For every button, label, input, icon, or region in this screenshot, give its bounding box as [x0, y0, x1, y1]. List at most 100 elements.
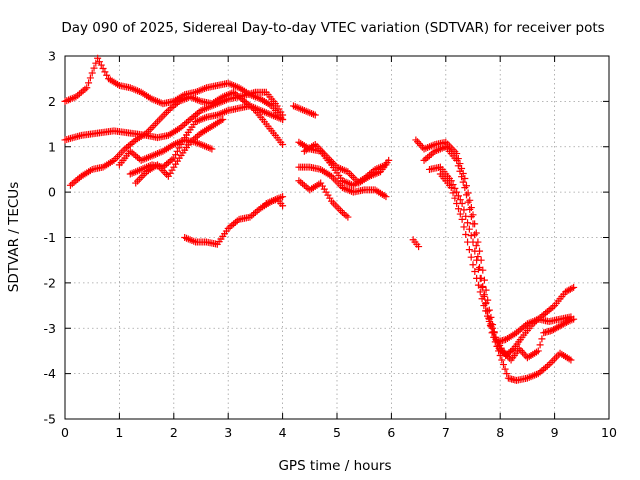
data-point — [538, 335, 546, 343]
data-point — [473, 274, 481, 282]
data-point — [458, 173, 466, 181]
data-point — [279, 202, 287, 210]
data-point — [382, 193, 390, 201]
x-tick-label: 0 — [61, 425, 69, 440]
series-track-c — [66, 88, 287, 189]
data-point — [459, 178, 467, 186]
chart-title: Day 090 of 2025, Sidereal Day-to-day VTE… — [61, 20, 604, 36]
x-tick-label: 3 — [224, 425, 232, 440]
data-points — [61, 54, 578, 384]
x-axis-label: GPS time / hours — [278, 458, 391, 474]
data-point — [467, 253, 475, 261]
x-tick-label: 10 — [601, 425, 617, 440]
y-tick-label: -4 — [44, 366, 57, 381]
data-point — [453, 156, 461, 164]
data-point — [469, 261, 477, 269]
data-point — [467, 232, 475, 240]
data-point — [567, 356, 575, 364]
series-track-i — [289, 102, 319, 119]
data-point — [474, 265, 482, 273]
data-point — [498, 356, 506, 364]
data-point — [456, 167, 464, 175]
data-point — [279, 193, 287, 201]
data-point — [471, 247, 479, 255]
data-point — [486, 322, 494, 330]
y-tick-label: 1 — [48, 139, 56, 154]
data-point — [449, 189, 457, 197]
series-track-d — [115, 136, 216, 169]
data-point — [279, 116, 287, 124]
data-point — [453, 199, 461, 207]
data-point — [488, 329, 496, 337]
data-point — [454, 192, 462, 200]
data-point — [469, 220, 477, 228]
data-point — [534, 347, 542, 355]
series-track-m — [300, 140, 393, 187]
data-point — [480, 302, 488, 310]
series-track-g — [181, 193, 287, 248]
data-point — [311, 111, 319, 119]
x-tick-label: 6 — [387, 425, 395, 440]
data-point — [496, 351, 504, 359]
series-track-l — [295, 177, 352, 221]
data-point — [478, 295, 486, 303]
data-point — [482, 307, 490, 315]
y-tick-label: 0 — [48, 185, 56, 200]
series-track-b — [61, 88, 287, 144]
axis-ticks: 0 1 2 3 4 5 6 7 8 9 10 -5 -4 -3 -2 -1 0 1 2 3 — [44, 49, 617, 441]
data-point — [456, 210, 464, 218]
y-tick-label: 2 — [48, 94, 56, 109]
data-point — [279, 140, 287, 148]
data-point — [474, 253, 482, 261]
series-track-a — [61, 54, 287, 124]
series-track-f — [132, 116, 227, 187]
data-point — [508, 346, 516, 354]
data-point — [460, 206, 468, 214]
data-point — [461, 184, 469, 192]
data-point — [90, 64, 98, 72]
data-point — [85, 79, 93, 87]
data-point — [464, 219, 472, 227]
data-point — [83, 84, 91, 92]
x-tick-label: 2 — [170, 425, 178, 440]
data-point — [485, 317, 493, 325]
y-tick-label: -1 — [44, 230, 56, 245]
data-point — [464, 238, 472, 246]
y-tick-label: -5 — [44, 412, 56, 427]
y-tick-label: -2 — [44, 275, 56, 290]
data-point — [489, 328, 497, 336]
data-point — [454, 162, 462, 170]
data-point — [462, 230, 470, 238]
data-point — [344, 213, 352, 221]
data-point — [472, 242, 480, 250]
x-tick-label: 7 — [442, 425, 450, 440]
data-point — [415, 243, 423, 251]
series-track-n — [409, 236, 423, 251]
y-tick-label: 3 — [48, 49, 56, 64]
data-point — [499, 361, 507, 369]
x-tick-label: 9 — [551, 425, 559, 440]
series-track-h — [262, 195, 287, 210]
data-point — [568, 284, 576, 292]
data-point — [451, 184, 459, 192]
data-point — [570, 315, 578, 323]
x-tick-label: 8 — [496, 425, 504, 440]
data-point — [471, 268, 479, 276]
data-point — [454, 205, 462, 213]
data-point — [451, 194, 459, 202]
data-point — [453, 188, 461, 196]
data-point — [460, 223, 468, 231]
data-point — [473, 256, 481, 264]
data-point — [465, 246, 473, 254]
series-track-r — [436, 170, 578, 364]
y-axis-label: SDTVAR / TECUs — [6, 182, 22, 292]
data-point — [474, 281, 482, 289]
data-point — [478, 283, 486, 291]
data-point — [465, 225, 473, 233]
data-point — [487, 323, 495, 331]
data-point — [563, 318, 571, 326]
data-point — [86, 74, 94, 82]
data-point — [462, 191, 470, 199]
data-point — [208, 145, 216, 153]
